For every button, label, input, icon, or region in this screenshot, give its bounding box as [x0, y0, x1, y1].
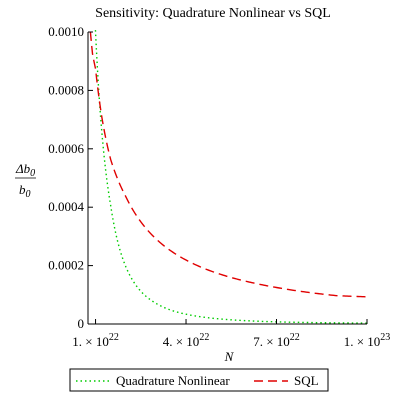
- x-tick-label: 7. × 1022: [253, 332, 300, 349]
- y-label-denominator-sub: 0: [26, 189, 31, 200]
- x-axis-label: N: [224, 349, 235, 364]
- legend-box: [69, 368, 329, 392]
- y-tick-label: 0.0006: [48, 141, 84, 156]
- x-tick-label: 1. × 1022: [72, 332, 119, 349]
- y-tick-label: 0.0010: [48, 24, 84, 39]
- svg-text:b0: b0: [19, 182, 31, 200]
- series-line-sql: [89, 31, 368, 298]
- legend-label-sql: SQL: [294, 373, 319, 388]
- y-axis-label: Δb0 b0: [15, 161, 36, 200]
- y-label-numerator-sub: 0: [30, 168, 35, 179]
- y-label-numerator: Δb: [15, 161, 31, 176]
- chart-title: Sensitivity: Quadrature Nonlinear vs SQL: [95, 6, 331, 21]
- y-tick-label: 0.0004: [48, 199, 84, 214]
- y-label-denominator: b: [19, 182, 26, 197]
- series-line-quadrature: [94, 30, 368, 324]
- svg-text:Δb0: Δb0: [15, 161, 35, 179]
- x-tick-label: 4. × 1022: [163, 332, 210, 349]
- y-tick-label: 0.0008: [48, 82, 84, 97]
- y-tick-label: 0.0002: [48, 258, 84, 273]
- legend: Quadrature Nonlinear SQL: [69, 368, 329, 392]
- legend-label-quadrature: Quadrature Nonlinear: [116, 373, 230, 388]
- y-tick-label: 0: [78, 316, 85, 331]
- x-tick-label: 1. × 1023: [344, 332, 391, 349]
